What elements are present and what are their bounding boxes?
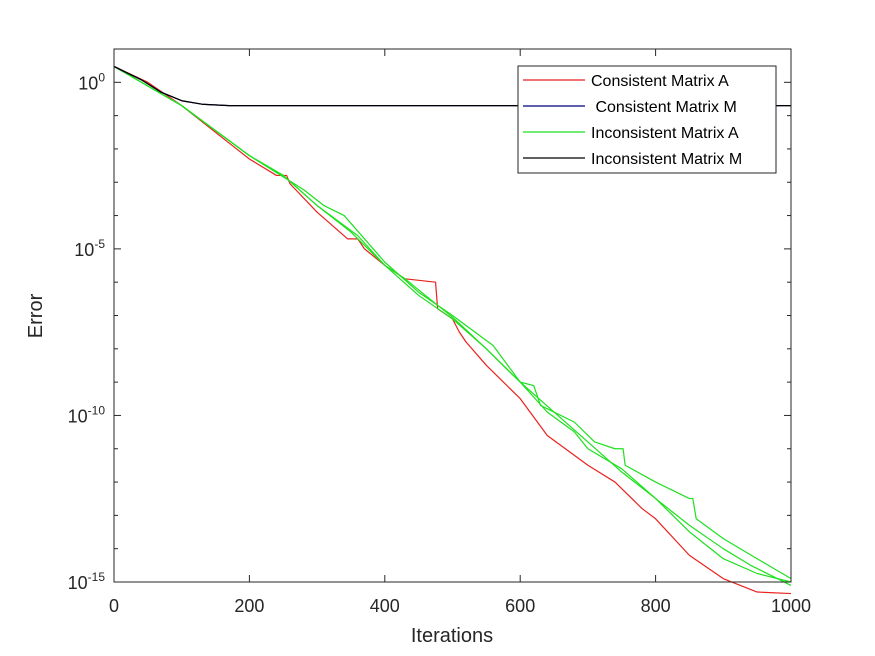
legend-label: Inconsistent Matrix M: [591, 151, 742, 168]
legend-label: Inconsistent Matrix A: [591, 125, 739, 142]
series-line-consistent-matrix-a: [113, 65, 792, 595]
x-tick-label: 600: [505, 596, 535, 616]
y-tick-label: 10-10: [68, 403, 106, 426]
y-tick-label: 10-15: [68, 570, 106, 593]
x-tick-label: 1000: [771, 596, 811, 616]
x-tick-label: 200: [234, 596, 264, 616]
plot-frame: [113, 48, 792, 583]
x-tick-label: 800: [641, 596, 671, 616]
axes-layer: 0 200 400 600 800 1000 100 10-5 10-10 10-15: [68, 48, 811, 616]
series-line-inconsistent-matrix-a-run-3: [113, 65, 792, 586]
legend-label: Consistent Matrix M: [591, 99, 737, 116]
x-axis-label: Iterations: [411, 625, 493, 647]
y-axis-label: Error: [25, 293, 47, 338]
legend: Consistent Matrix A Consistent Matrix M I…: [517, 65, 777, 174]
x-tick-label: 400: [370, 596, 400, 616]
series-line-inconsistent-matrix-a-run-2: [113, 65, 792, 580]
legend-box: [517, 65, 777, 174]
series-line-inconsistent-matrix-m: [113, 65, 791, 107]
x-tick-label: 0: [109, 596, 119, 616]
series-layer: [113, 65, 792, 595]
y-tick-label: 100: [78, 70, 105, 93]
y-tick-label: 10-5: [74, 237, 105, 260]
legend-label: Consistent Matrix A: [591, 73, 729, 90]
